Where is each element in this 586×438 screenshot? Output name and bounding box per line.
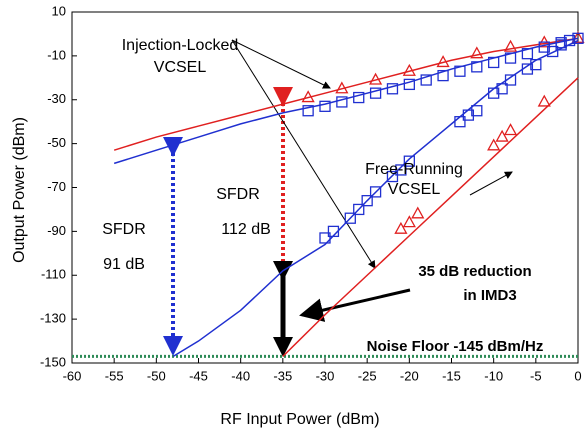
- y-tick-label: -130: [40, 311, 66, 326]
- square-marker: [403, 155, 415, 167]
- x-tick-label: -35: [273, 368, 292, 383]
- square-marker: [547, 45, 559, 58]
- square-marker: [386, 170, 399, 183]
- square-marker: [488, 56, 500, 69]
- triangle-marker: [402, 63, 416, 76]
- square-marker: [437, 69, 449, 82]
- annotation: in IMD3: [463, 287, 516, 304]
- x-tick-label: -40: [231, 368, 250, 383]
- square-marker: [530, 59, 542, 71]
- square-marker: [471, 105, 483, 117]
- triangle-marker: [394, 221, 408, 234]
- square-marker: [336, 96, 348, 108]
- square-marker: [344, 212, 356, 224]
- square-marker: [471, 61, 483, 73]
- square-marker: [504, 52, 517, 64]
- triangle-marker: [571, 30, 585, 43]
- annotation: 35 dB reduction: [418, 263, 531, 280]
- series-line: [172, 39, 579, 358]
- x-tick-label: 0: [574, 368, 581, 383]
- x-tick-label: -25: [358, 368, 377, 383]
- square-marker: [302, 105, 314, 117]
- annotation: VCSEL: [388, 181, 441, 198]
- series-line: [282, 77, 579, 357]
- square-marker: [496, 83, 508, 95]
- x-tick-label: -30: [316, 368, 335, 383]
- square-marker: [327, 225, 340, 238]
- annotation: 91 dB: [103, 256, 145, 273]
- square-marker: [420, 74, 432, 86]
- y-tick-label: 10: [52, 3, 66, 18]
- x-tick-label: -50: [147, 368, 166, 383]
- x-tick-label: -15: [442, 368, 461, 383]
- square-marker: [353, 203, 365, 216]
- y-tick-label: -90: [47, 223, 66, 238]
- x-tick-label: -60: [63, 368, 82, 383]
- y-tick-label: -150: [40, 354, 66, 369]
- square-marker: [369, 186, 382, 198]
- triangle-marker: [487, 138, 501, 151]
- x-tick-label: -10: [484, 368, 503, 383]
- x-tick-label: -45: [189, 368, 208, 383]
- annotation-arrows: [163, 39, 513, 357]
- square-marker: [572, 32, 584, 44]
- x-tick-label: -55: [105, 368, 124, 383]
- series-line: [113, 37, 579, 151]
- triangle-marker: [411, 206, 425, 219]
- pointer-arrow: [299, 288, 411, 322]
- square-marker: [454, 65, 466, 77]
- triangle-marker: [537, 94, 551, 107]
- y-tick-label: -30: [47, 91, 66, 106]
- square-marker: [521, 48, 534, 60]
- square-marker: [563, 34, 576, 47]
- x-tick-label: -20: [400, 368, 419, 383]
- annotation: SFDR: [216, 186, 260, 203]
- triangle-marker: [470, 46, 484, 59]
- y-tick-label: -10: [47, 47, 66, 62]
- annotation: Injection-Locked: [122, 37, 239, 54]
- square-marker: [395, 164, 407, 176]
- square-marker: [403, 78, 415, 91]
- square-marker: [353, 91, 365, 104]
- annotation: VCSEL: [154, 59, 207, 76]
- pointer-arrow: [231, 39, 376, 269]
- y-axis-label: Output Power (dBm): [11, 117, 28, 263]
- pointer-arrow: [469, 171, 513, 196]
- series-line: [113, 37, 579, 165]
- triangle-marker: [503, 123, 518, 136]
- square-marker: [504, 74, 517, 86]
- triangle-marker: [369, 72, 383, 85]
- annotation: Noise Floor -145 dBm/Hz: [367, 338, 544, 355]
- triangle-marker: [436, 55, 450, 68]
- annotation: 112 dB: [221, 221, 271, 238]
- triangle-marker: [495, 129, 509, 142]
- square-marker: [369, 87, 382, 99]
- y-tick-label: -110: [41, 267, 66, 282]
- square-marker: [319, 100, 331, 112]
- square-marker: [361, 195, 373, 207]
- annotation: Free-Running: [365, 161, 463, 178]
- annotation: SFDR: [102, 221, 146, 238]
- square-marker: [386, 83, 399, 95]
- triangle-marker: [503, 39, 518, 52]
- triangle-marker: [335, 81, 349, 94]
- y-tick-label: -50: [47, 135, 66, 150]
- triangle-marker: [301, 90, 315, 103]
- x-axis-label: RF Input Power (dBm): [220, 411, 379, 428]
- x-tick-label: -5: [530, 368, 542, 383]
- y-tick-label: -70: [47, 179, 66, 194]
- square-marker: [319, 232, 331, 244]
- pointer-arrow: [231, 39, 331, 89]
- square-marker: [454, 116, 466, 128]
- triangle-marker: [402, 215, 416, 228]
